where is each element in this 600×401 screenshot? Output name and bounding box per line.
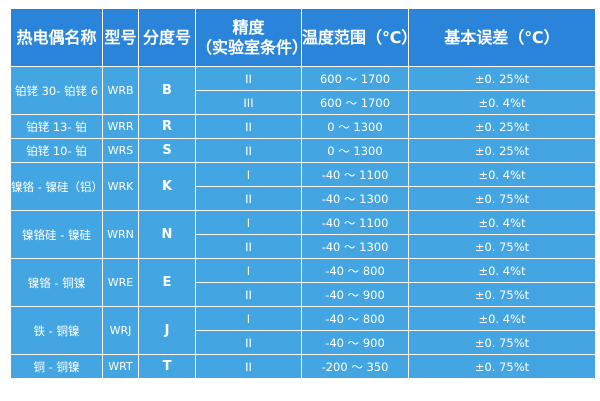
basic-error-cell: ±0. 4%t (408, 90, 596, 115)
table-row: 镍铬 - 铜镍 WRE E I -40 ～ 800 ±0. 4%t (10, 258, 596, 307)
table-row: II -40 ～ 1300 ±0. 75%t (11, 186, 596, 211)
graduation-cell: J (138, 306, 196, 355)
temperature-range-cell: -40 ～ 1100 (301, 210, 409, 235)
precision-cell: II (195, 282, 302, 307)
table-row: II -40 ～ 1300 ±0. 75%t (11, 234, 596, 259)
header-temperature-range: 温度范围（℃） (301, 8, 417, 67)
model-cell: WRB (102, 66, 139, 115)
model-cell: WRJ (102, 306, 139, 355)
table-row: 铂铑 30- 铂铑 6 WRB B II 600 ～ 1700 ±0. 25%t (10, 66, 596, 115)
basic-error-cell: ±0. 4%t (408, 162, 596, 187)
temperature-range-cell: 0 ～ 1300 (301, 138, 409, 163)
basic-error-cell: ±0. 75%t (408, 234, 596, 259)
table-row: II -40 ～ 900 ±0. 75%t (11, 282, 596, 307)
basic-error-cell: ±0. 25%t (408, 138, 596, 163)
table-row: 铜 - 铜镍 WRT T II -200 ～ 350 ±0. 75%t (10, 354, 596, 379)
precision-cell: I (195, 162, 302, 187)
table-row: 镍铬硅 - 镍硅 WRN N I -40 ～ 1100 ±0. 4%t (10, 210, 596, 259)
thermocouple-name-cell: 铂铑 13- 铂 (10, 114, 103, 139)
model-cell: WRT (102, 354, 139, 379)
precision-cell: II (195, 114, 302, 139)
thermocouple-name-cell: 铂铑 10- 铂 (10, 138, 103, 163)
graduation-cell: R (138, 114, 196, 139)
header-precision-line1: 精度 (232, 17, 265, 37)
temperature-range-cell: -200 ～ 350 (301, 354, 409, 379)
graduation-cell: T (138, 354, 196, 379)
temperature-range-cell: -40 ～ 900 (301, 330, 409, 355)
thermocouple-spec-table: 热电偶名称 型号 分度号 精度 （实验室条件） 温度范围（℃） 基本误差（℃） … (10, 8, 596, 379)
graduation-cell: K (138, 162, 196, 211)
graduation-cell: N (138, 210, 196, 259)
precision-cell: I (195, 258, 302, 283)
model-cell: WRR (102, 114, 139, 139)
basic-error-cell: ±0. 75%t (408, 330, 596, 355)
table-row: III 600 ～ 1700 ±0. 4%t (11, 90, 596, 115)
graduation-cell: B (138, 66, 196, 115)
model-cell: WRE (102, 258, 139, 307)
thermocouple-name-cell: 铁 - 铜镍 (10, 306, 103, 355)
model-cell: WRN (102, 210, 139, 259)
header-basic-error: 基本误差（℃） (408, 8, 596, 67)
basic-error-cell: ±0. 25%t (408, 114, 596, 139)
precision-cell: II (195, 234, 302, 259)
thermocouple-name-cell: 镍铬 - 镍硅（铝） (10, 162, 103, 211)
thermocouple-name-cell: 铂铑 30- 铂铑 6 (10, 66, 103, 115)
temperature-range-cell: -40 ～ 1300 (301, 186, 409, 211)
temperature-range-cell: -40 ～ 900 (301, 282, 409, 307)
basic-error-cell: ±0. 4%t (408, 258, 596, 283)
table-body: 铂铑 30- 铂铑 6 WRB B II 600 ～ 1700 ±0. 25%t III 60… (10, 66, 596, 379)
basic-error-cell: ±0. 4%t (408, 306, 596, 331)
header-graduation: 分度号 (138, 8, 196, 67)
temperature-range-cell: -40 ～ 1100 (301, 162, 409, 187)
temperature-range-cell: -40 ～ 1300 (301, 234, 409, 259)
basic-error-cell: ±0. 25%t (408, 66, 596, 91)
header-model: 型号 (102, 8, 139, 67)
basic-error-cell: ±0. 75%t (408, 354, 596, 379)
header-row: 热电偶名称 型号 分度号 精度 （实验室条件） 温度范围（℃） 基本误差（℃） (10, 8, 596, 67)
table-row: 铂铑 10- 铂 WRS S II 0 ～ 1300 ±0. 25%t (10, 138, 596, 163)
temperature-range-cell: 0 ～ 1300 (301, 114, 409, 139)
header-precision-line2: （实验室条件） (196, 37, 309, 57)
table-row: 镍铬 - 镍硅（铝） WRK K I -40 ～ 1100 ±0. 4%t (10, 162, 596, 211)
precision-cell: II (195, 186, 302, 211)
table-row: 铂铑 13- 铂 WRR R II 0 ～ 1300 ±0. 25%t (10, 114, 596, 139)
precision-cell: II (195, 330, 302, 355)
header-precision: 精度 （实验室条件） (195, 8, 309, 67)
precision-cell: III (195, 90, 302, 115)
temperature-range-cell: -40 ～ 800 (301, 258, 409, 283)
basic-error-cell: ±0. 75%t (408, 186, 596, 211)
temperature-range-cell: -40 ～ 800 (301, 306, 409, 331)
precision-cell: I (195, 306, 302, 331)
thermocouple-name-cell: 镍铬 - 铜镍 (10, 258, 103, 307)
basic-error-cell: ±0. 75%t (408, 282, 596, 307)
precision-cell: II (195, 66, 302, 91)
precision-cell: II (195, 138, 302, 163)
header-thermocouple-name: 热电偶名称 (10, 8, 103, 67)
precision-cell: I (195, 210, 302, 235)
precision-cell: II (195, 354, 302, 379)
temperature-range-cell: 600 ～ 1700 (301, 66, 409, 91)
basic-error-cell: ±0. 4%t (408, 210, 596, 235)
graduation-cell: S (138, 138, 196, 163)
table-row: 铁 - 铜镍 WRJ J I -40 ～ 800 ±0. 4%t (10, 306, 596, 355)
thermocouple-name-cell: 铜 - 铜镍 (10, 354, 103, 379)
graduation-cell: E (138, 258, 196, 307)
model-cell: WRK (102, 162, 139, 211)
temperature-range-cell: 600 ～ 1700 (301, 90, 409, 115)
thermocouple-name-cell: 镍铬硅 - 镍硅 (10, 210, 103, 259)
model-cell: WRS (102, 138, 139, 163)
